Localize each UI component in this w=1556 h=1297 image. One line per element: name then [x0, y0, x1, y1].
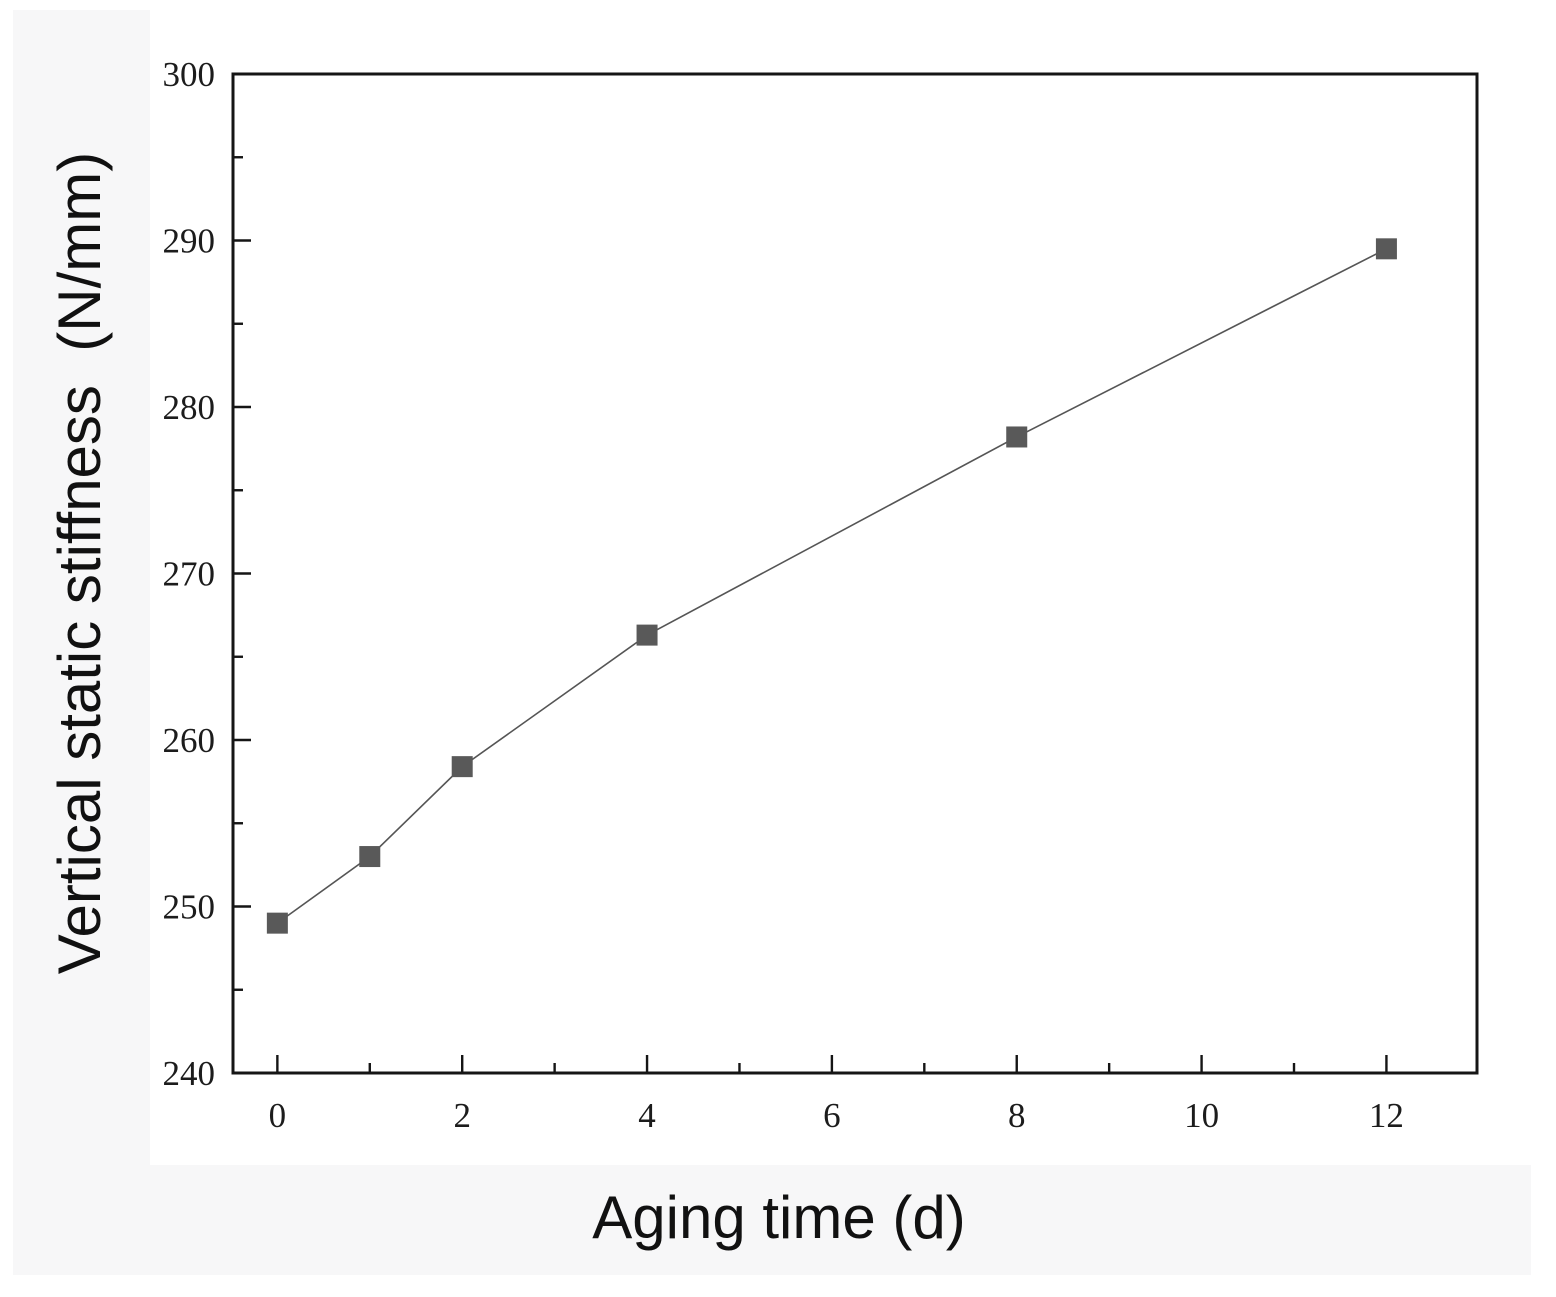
x-tick-label: 8 — [1008, 1096, 1026, 1135]
data-point-marker — [1006, 426, 1028, 448]
data-point-marker — [451, 756, 473, 778]
x-tick-label: 4 — [638, 1096, 656, 1135]
y-tick-label: 240 — [163, 1054, 216, 1093]
y-tick-label: 290 — [163, 222, 216, 261]
series-line — [276, 248, 1387, 924]
y-tick-label: 270 — [163, 555, 216, 594]
x-axis-title: Aging time (d) — [592, 1184, 966, 1251]
x-tick-label: 12 — [1369, 1096, 1404, 1135]
data-point-marker — [266, 912, 288, 934]
data-point-marker — [1375, 238, 1397, 260]
data-point-marker — [359, 846, 381, 868]
y-tick-label: 260 — [163, 721, 216, 760]
x-tick-label: 0 — [269, 1096, 287, 1135]
y-axis-title: Vertical static stiffness (N/mm) — [46, 151, 113, 975]
x-tick-label: 10 — [1184, 1096, 1219, 1135]
left-margin-panel — [13, 10, 150, 1165]
y-tick-label: 280 — [163, 388, 216, 427]
plot-border — [231, 72, 1479, 1075]
y-tick-label: 250 — [163, 888, 216, 927]
data-point-marker — [636, 624, 658, 646]
bottom-margin-panel — [13, 1165, 1531, 1275]
x-tick-label: 2 — [453, 1096, 471, 1135]
x-tick-label: 6 — [823, 1096, 841, 1135]
y-tick-label: 300 — [163, 55, 216, 94]
